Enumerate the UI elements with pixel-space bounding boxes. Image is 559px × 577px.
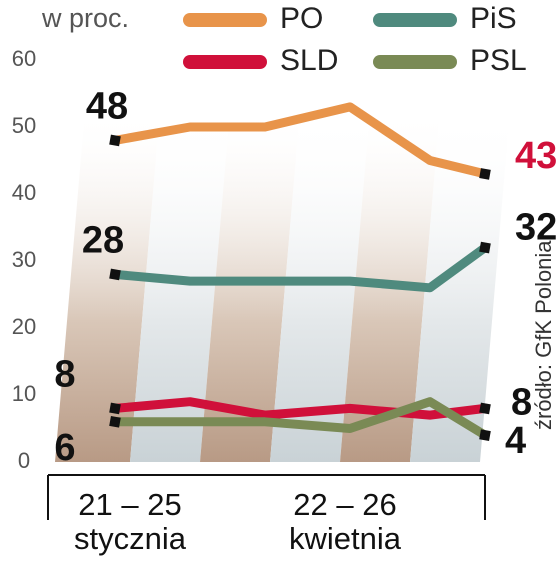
series-line <box>110 397 490 440</box>
end-marker <box>479 168 491 180</box>
legend-label: SLD <box>280 44 338 77</box>
series-line <box>110 102 490 179</box>
x-tick-label: 21 – 25 stycznia <box>74 487 186 556</box>
value-label: 8 <box>54 353 75 395</box>
end-marker <box>109 416 121 428</box>
value-label: 48 <box>86 85 128 127</box>
value-label: 6 <box>54 427 75 469</box>
end-marker <box>479 241 491 254</box>
legend-label: PiS <box>470 2 517 35</box>
x-tick-label: 22 – 26 kwietnia <box>289 487 401 556</box>
value-label: 4 <box>505 420 526 462</box>
series-line <box>110 243 490 293</box>
y-tick-label: 60 <box>12 46 36 71</box>
value-label: 32 <box>515 207 557 249</box>
y-tick-label: 10 <box>12 381 36 406</box>
end-marker <box>109 134 121 147</box>
series-line <box>110 397 490 420</box>
x-bracket <box>47 474 486 520</box>
y-tick-label: 0 <box>18 448 30 473</box>
end-marker <box>109 268 121 281</box>
y-tick-label: 40 <box>12 180 36 205</box>
value-label: 43 <box>515 135 557 177</box>
y-tick-label: 20 <box>12 314 36 339</box>
y-tick-label: 30 <box>12 247 36 272</box>
source: źródło: GfK Polonia <box>531 240 556 430</box>
end-marker <box>109 402 121 415</box>
legend-label: PO <box>280 2 323 35</box>
legend-label: PSL <box>470 44 527 77</box>
y-tick-label: 50 <box>12 113 36 138</box>
value-label: 28 <box>82 219 124 261</box>
unit-label: w proc. <box>41 3 129 33</box>
end-marker <box>479 402 491 415</box>
value-label: 8 <box>511 381 532 423</box>
end-marker <box>479 429 491 441</box>
background-stripes <box>55 110 510 462</box>
